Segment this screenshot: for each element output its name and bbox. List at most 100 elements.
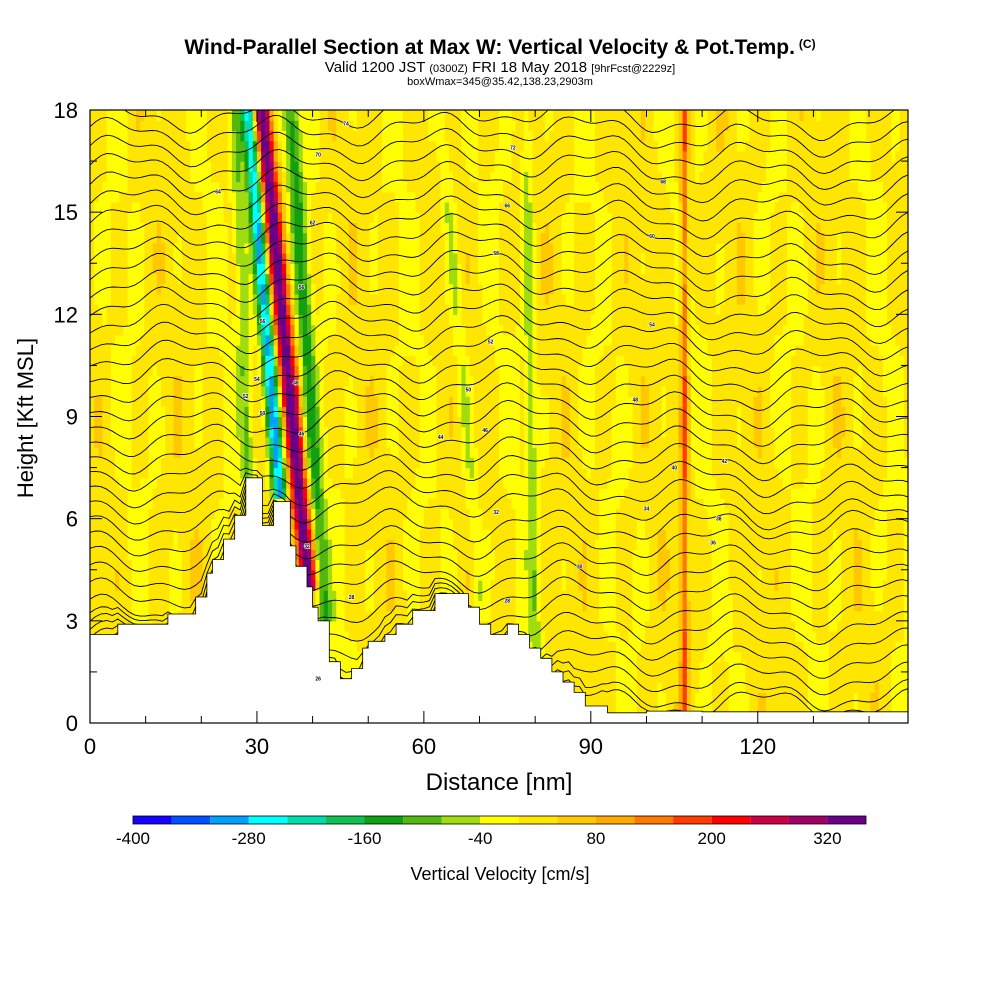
w-cell — [653, 579, 659, 591]
w-cell — [453, 457, 458, 469]
w-cell — [657, 508, 663, 520]
w-cell — [407, 590, 412, 601]
w-cell — [403, 477, 408, 489]
w-cell — [469, 518, 475, 530]
w-cell — [227, 457, 233, 469]
w-cell — [774, 549, 780, 561]
w-cell — [119, 477, 124, 489]
w-cell — [782, 467, 788, 479]
w-cell — [582, 488, 588, 499]
w-cell — [211, 539, 216, 550]
w-cell — [444, 508, 450, 520]
w-cell — [549, 559, 554, 571]
w-cell — [786, 641, 792, 653]
w-cell — [812, 702, 817, 714]
w-cell — [670, 488, 675, 499]
w-cell — [565, 528, 571, 540]
w-cell — [695, 600, 700, 612]
w-cell — [636, 569, 642, 581]
w-cell — [390, 508, 396, 520]
w-cell — [319, 600, 325, 612]
w-cell — [624, 488, 629, 499]
w-cell — [786, 549, 792, 561]
w-cell — [728, 682, 734, 693]
w-cell — [398, 569, 404, 581]
w-cell — [653, 518, 659, 530]
w-cell — [874, 488, 880, 499]
w-cell — [194, 518, 200, 530]
w-cell — [628, 661, 634, 673]
w-cell — [90, 600, 95, 612]
w-cell — [812, 600, 817, 612]
w-cell — [532, 600, 538, 612]
w-cell — [607, 692, 613, 704]
w-cell — [115, 590, 120, 601]
w-cell — [603, 498, 609, 510]
w-cell — [352, 661, 358, 673]
w-cell — [561, 528, 567, 540]
w-cell — [753, 467, 759, 479]
w-cell — [302, 498, 308, 510]
w-cell — [386, 518, 392, 530]
w-cell — [160, 508, 166, 520]
w-cell — [561, 498, 567, 510]
w-cell — [549, 518, 554, 530]
w-cell — [862, 569, 867, 581]
w-cell — [615, 477, 621, 489]
w-cell — [611, 528, 617, 540]
w-cell — [315, 518, 321, 530]
w-cell — [686, 569, 692, 581]
w-cell — [770, 539, 776, 550]
w-cell — [511, 477, 517, 489]
w-cell — [837, 631, 842, 642]
w-cell — [882, 508, 888, 520]
w-cell — [578, 641, 584, 653]
w-cell — [703, 528, 709, 540]
w-cell — [340, 498, 346, 510]
w-cell — [611, 620, 617, 632]
w-cell — [716, 488, 721, 499]
w-cell — [824, 539, 830, 550]
w-cell — [448, 549, 454, 561]
w-cell — [741, 702, 746, 714]
w-cell — [448, 488, 454, 499]
w-cell — [795, 620, 801, 632]
w-cell — [340, 528, 346, 540]
w-cell — [774, 600, 780, 612]
w-cell — [732, 641, 738, 653]
w-cell — [636, 590, 642, 601]
w-cell — [711, 579, 717, 591]
w-cell — [194, 539, 200, 550]
w-cell — [695, 488, 700, 499]
w-cell — [528, 641, 533, 653]
w-cell — [327, 457, 333, 469]
w-cell — [870, 539, 876, 550]
w-cell — [377, 508, 383, 520]
w-cell — [657, 539, 663, 550]
w-cell — [649, 488, 655, 499]
w-cell — [640, 518, 646, 530]
w-cell — [332, 620, 337, 632]
w-cell — [340, 457, 346, 469]
w-cell — [615, 508, 621, 520]
w-cell — [352, 579, 358, 591]
w-cell — [882, 631, 888, 642]
w-cell — [482, 610, 488, 622]
w-cell — [624, 477, 629, 489]
w-cell — [690, 692, 696, 704]
w-cell — [294, 518, 300, 530]
w-cell — [594, 559, 600, 571]
w-cell — [115, 457, 120, 469]
w-cell — [749, 620, 755, 632]
w-cell — [403, 467, 408, 479]
w-cell — [866, 467, 872, 479]
w-cell — [102, 590, 108, 601]
w-cell — [903, 651, 908, 663]
w-cell — [319, 498, 325, 510]
w-cell — [106, 610, 112, 622]
w-cell — [791, 508, 796, 520]
w-cell — [140, 600, 145, 612]
w-cell — [853, 488, 859, 499]
w-cell — [866, 569, 872, 581]
w-cell — [853, 590, 859, 601]
